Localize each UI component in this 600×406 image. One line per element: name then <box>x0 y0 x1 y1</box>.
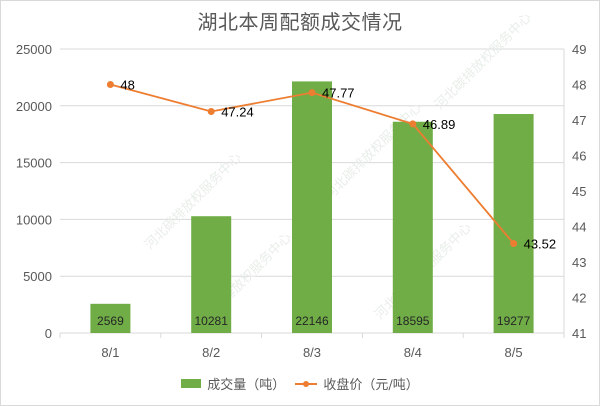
price-value-label: 47.77 <box>322 86 355 101</box>
x-axis-category-label: 8/2 <box>202 345 220 360</box>
bar-swatch-icon <box>181 379 202 388</box>
right-axis-tick-label: 43 <box>572 255 586 270</box>
bar-8/5 <box>493 114 534 334</box>
left-axis-tick-label: 0 <box>45 326 52 341</box>
price-point-marker <box>308 89 316 97</box>
price-value-label: 43.52 <box>524 237 557 252</box>
right-axis-tick-label: 45 <box>572 184 586 199</box>
left-axis-tick-label: 5000 <box>23 269 52 284</box>
price-value-label: 47.24 <box>221 104 254 119</box>
left-axis-tick-label: 10000 <box>16 212 52 227</box>
x-axis-category-label: 8/3 <box>303 345 321 360</box>
bar-8/4 <box>392 121 433 333</box>
line-swatch-icon <box>295 379 318 389</box>
chart-legend: 成交量（吨） 收盘价（元/吨） <box>0 374 600 393</box>
x-axis-category-label: 8/5 <box>505 345 523 360</box>
price-point-marker <box>510 240 518 248</box>
bar-value-label: 2569 <box>97 314 124 328</box>
price-value-label: 48 <box>120 78 134 93</box>
legend-label-price: 收盘价（元/吨） <box>323 378 419 393</box>
right-axis-tick-label: 46 <box>572 149 586 164</box>
left-axis-tick-label: 15000 <box>16 156 52 171</box>
x-axis-category-label: 8/4 <box>404 345 422 360</box>
bar-value-label: 19277 <box>497 314 531 328</box>
bar-8/1 <box>90 303 131 333</box>
x-axis-category-label: 8/1 <box>101 345 119 360</box>
right-axis-tick-label: 44 <box>572 220 586 235</box>
price-point-marker <box>106 81 114 88</box>
bar-value-label: 18595 <box>396 314 430 328</box>
price-value-label: 46.89 <box>423 117 456 132</box>
right-axis-tick-label: 47 <box>572 113 586 128</box>
chart-title: 湖北本周配额成交情况 <box>197 10 403 34</box>
legend-item-volume[interactable]: 成交量（吨） <box>181 374 285 393</box>
bar-8/3 <box>292 81 332 333</box>
watermark-text: 河北碳排放权服务中心 <box>432 10 535 113</box>
left-axis-tick-label: 25000 <box>16 42 52 57</box>
right-axis-tick-label: 42 <box>572 291 586 306</box>
left-axis-tick-label: 20000 <box>16 99 52 114</box>
price-point-marker <box>207 107 215 115</box>
bar-value-label: 10281 <box>195 314 229 328</box>
legend-label-volume: 成交量（吨） <box>207 378 286 393</box>
price-point-marker <box>409 120 417 128</box>
legend-item-price[interactable]: 收盘价（元/吨） <box>295 374 419 393</box>
bar-8/2 <box>191 216 232 333</box>
right-axis-tick-label: 49 <box>572 42 586 57</box>
right-axis-tick-label: 41 <box>572 326 586 341</box>
bar-value-label: 22146 <box>295 314 329 328</box>
right-axis-tick-label: 48 <box>572 78 586 93</box>
